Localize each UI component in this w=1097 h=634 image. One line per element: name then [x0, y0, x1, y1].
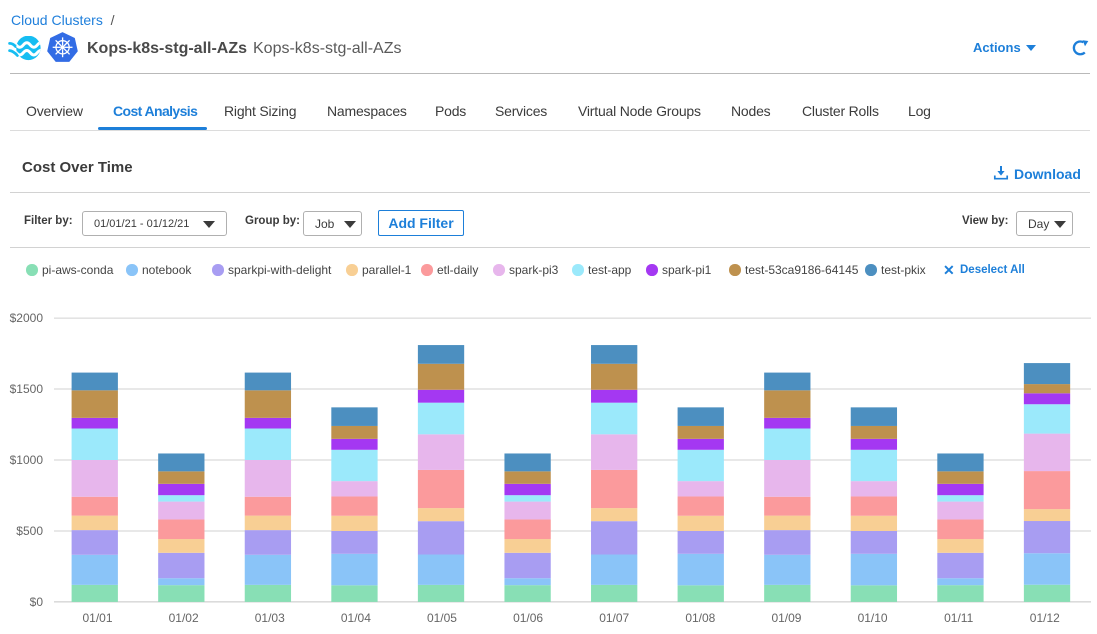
svg-text:01/04: 01/04 [341, 611, 371, 625]
svg-text:01/05: 01/05 [427, 611, 457, 625]
svg-text:$0: $0 [30, 595, 44, 609]
svg-text:01/09: 01/09 [771, 611, 801, 625]
svg-text:01/12: 01/12 [1030, 611, 1060, 625]
svg-text:$1000: $1000 [10, 453, 44, 467]
svg-text:$500: $500 [16, 524, 43, 538]
svg-text:01/08: 01/08 [685, 611, 715, 625]
svg-text:01/01: 01/01 [82, 611, 112, 625]
svg-text:01/10: 01/10 [858, 611, 888, 625]
svg-text:01/03: 01/03 [255, 611, 285, 625]
svg-text:01/02: 01/02 [169, 611, 199, 625]
svg-text:01/06: 01/06 [513, 611, 543, 625]
svg-text:$2000: $2000 [10, 311, 44, 325]
svg-text:01/07: 01/07 [599, 611, 629, 625]
svg-text:$1500: $1500 [10, 382, 44, 396]
svg-text:01/11: 01/11 [944, 611, 973, 625]
